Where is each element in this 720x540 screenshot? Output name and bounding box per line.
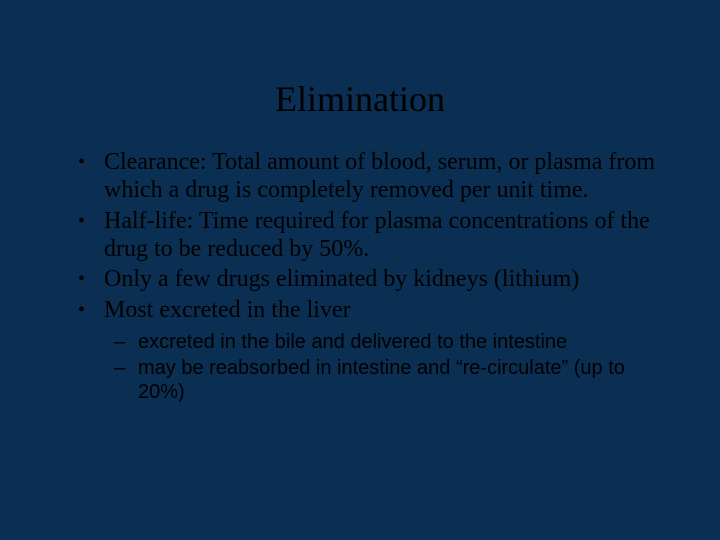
bullet-list: Clearance: Total amount of blood, serum,… — [78, 148, 660, 404]
bullet-item: Half-life: Time required for plasma conc… — [78, 207, 660, 264]
slide-title: Elimination — [0, 0, 720, 148]
sub-bullet-list: excreted in the bile and delivered to th… — [114, 330, 660, 404]
sub-bullet-item: may be reabsorbed in intestine and “re-c… — [114, 356, 660, 404]
slide-content: Clearance: Total amount of blood, serum,… — [0, 148, 720, 404]
bullet-item: Most excreted in the liver excreted in t… — [78, 296, 660, 404]
bullet-item: Clearance: Total amount of blood, serum,… — [78, 148, 660, 205]
slide-container: Elimination Clearance: Total amount of b… — [0, 0, 720, 540]
sub-bullet-item: excreted in the bile and delivered to th… — [114, 330, 660, 354]
bullet-item-text: Most excreted in the liver — [104, 297, 351, 323]
bullet-item: Only a few drugs eliminated by kidneys (… — [78, 265, 660, 293]
